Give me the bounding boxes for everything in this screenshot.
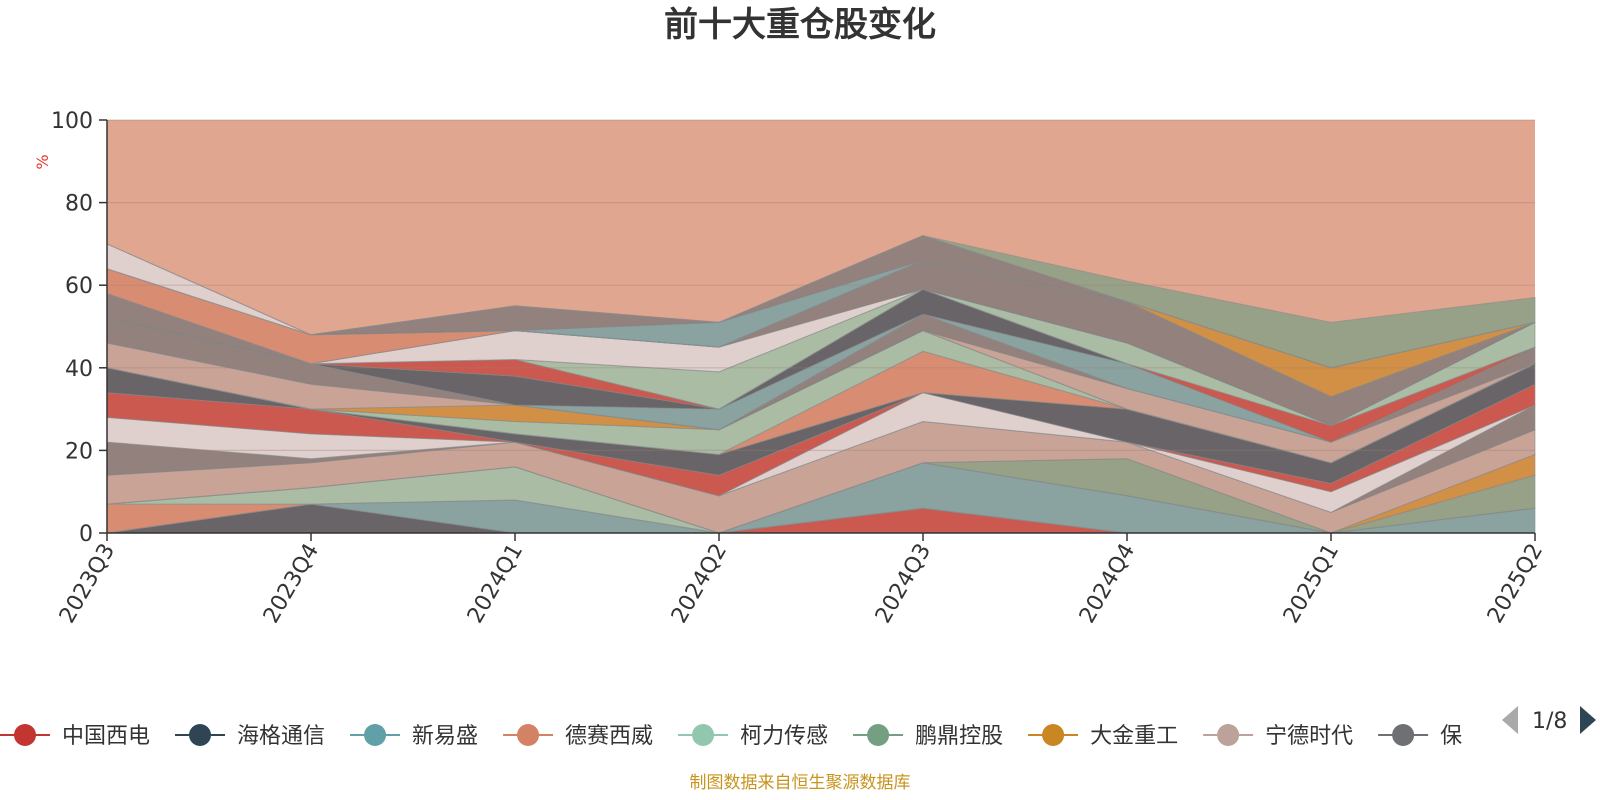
source-note: 制图数据来自恒生聚源数据库 [690, 773, 911, 793]
grid-lines [107, 119, 1535, 451]
chart-title: 前十大重仓股变化 [664, 5, 936, 45]
legend-prev-icon[interactable] [1502, 706, 1518, 734]
y-tick-label-1: 20 [65, 439, 93, 464]
legend-marker-6 [1042, 724, 1065, 746]
y-tick-label-3: 60 [65, 274, 93, 299]
legend-label-3: 德赛西威 [565, 724, 653, 749]
y-tick-label-5: 100 [51, 109, 93, 134]
legend: 中国西电 海格通信 新易盛 德赛西威 柯力传感 鹏鼎控股 大金重工 宁德时代 保 [0, 724, 1462, 749]
x-tick-label-0: 2023Q3 [55, 540, 120, 628]
legend-label-7: 宁德时代 [1265, 724, 1353, 749]
legend-marker-5 [867, 724, 890, 746]
x-tick-label-7: 2025Q2 [1483, 540, 1548, 628]
legend-page-indicator: 1/8 [1532, 709, 1567, 734]
x-axis-ticks: 2023Q3 2023Q4 2024Q1 2024Q2 2024Q3 2024Q4 2025… [55, 533, 1548, 628]
x-tick-label-1: 2023Q4 [259, 540, 324, 628]
legend-item-0[interactable]: 中国西电 [0, 724, 150, 749]
series-area-28 [106, 235, 1536, 369]
legend-item-4[interactable]: 柯力传感 [678, 724, 828, 749]
y-axis-ticks: 0 20 40 60 80 100 [51, 109, 107, 547]
x-tick-label-3: 2024Q2 [667, 540, 732, 628]
legend-label-2: 新易盛 [412, 724, 478, 749]
legend-label-5: 鹏鼎控股 [915, 724, 1003, 749]
legend-marker-4 [692, 724, 715, 746]
y-axis-unit: % [33, 154, 52, 169]
x-tick-label-6: 2025Q1 [1279, 540, 1344, 628]
legend-pager: 1/8 [1502, 706, 1596, 734]
legend-item-7[interactable]: 宁德时代 [1203, 724, 1353, 749]
legend-item-6[interactable]: 大金重工 [1028, 724, 1178, 749]
legend-item-3[interactable]: 德赛西威 [503, 724, 653, 749]
legend-item-8[interactable]: 保 [1378, 724, 1462, 749]
legend-marker-1 [189, 724, 212, 746]
legend-marker-0 [14, 724, 36, 746]
series-areas [106, 235, 1536, 534]
legend-marker-2 [364, 724, 387, 746]
legend-marker-7 [1217, 724, 1240, 746]
legend-marker-3 [517, 724, 540, 746]
legend-item-5[interactable]: 鹏鼎控股 [853, 724, 1003, 749]
y-tick-label-4: 80 [65, 192, 93, 217]
legend-item-2[interactable]: 新易盛 [350, 724, 478, 749]
y-tick-label-0: 0 [79, 522, 93, 547]
legend-label-8: 保 [1440, 724, 1462, 749]
legend-item-1[interactable]: 海格通信 [175, 724, 325, 749]
x-tick-label-5: 2024Q4 [1075, 540, 1140, 628]
axes [106, 120, 1535, 534]
legend-marker-8 [1392, 724, 1415, 746]
x-tick-label-2: 2024Q1 [463, 540, 528, 628]
legend-next-icon[interactable] [1580, 706, 1596, 734]
legend-label-0: 中国西电 [62, 724, 150, 749]
legend-label-6: 大金重工 [1090, 724, 1178, 749]
legend-label-4: 柯力传感 [740, 724, 828, 749]
x-tick-label-4: 2024Q3 [871, 540, 936, 628]
y-tick-label-2: 40 [65, 357, 93, 382]
legend-label-1: 海格通信 [237, 724, 325, 749]
